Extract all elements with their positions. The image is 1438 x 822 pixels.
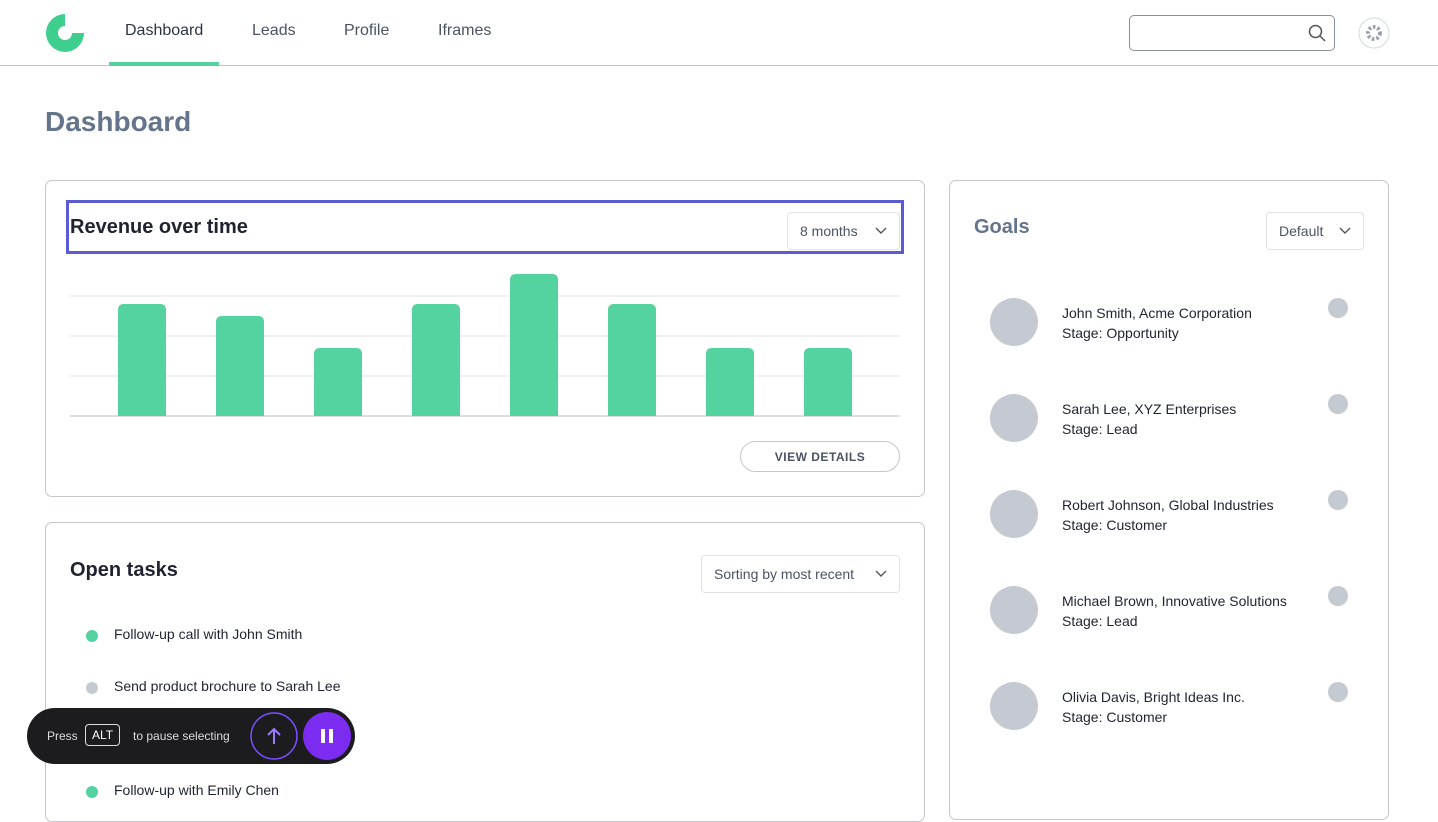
avatar: [990, 682, 1038, 730]
status-dot: [86, 786, 98, 798]
search-box[interactable]: [1129, 15, 1335, 51]
goal-stage: Stage: Opportunity: [1062, 325, 1179, 341]
task-label[interactable]: Send product brochure to Sarah Lee: [114, 678, 341, 694]
goal-name: Sarah Lee, XYZ Enterprises: [1062, 401, 1237, 417]
status-dot[interactable]: [1328, 682, 1348, 702]
bar: [216, 316, 264, 416]
task-label[interactable]: Follow-up with Emily Chen: [114, 782, 279, 798]
goal-stage: Stage: Lead: [1062, 421, 1138, 437]
goal-name: John Smith, Acme Corporation: [1062, 305, 1252, 321]
bar: [804, 348, 852, 416]
revenue-chart: [70, 274, 900, 417]
bar: [608, 304, 656, 416]
logo[interactable]: [44, 12, 86, 54]
select-label: Sorting by most recent: [714, 566, 855, 582]
status-dot: [86, 682, 98, 694]
goal-stage: Stage: Lead: [1062, 613, 1138, 629]
bar: [412, 304, 460, 416]
pause-button[interactable]: [303, 712, 351, 760]
active-underline: [109, 62, 219, 66]
status-dot[interactable]: [1328, 586, 1348, 606]
page-title: Dashboard: [45, 106, 192, 137]
avatar: [990, 490, 1038, 538]
toolbar-text: Press: [47, 729, 78, 743]
revenue-card: [45, 180, 925, 497]
status-dot: [86, 630, 98, 642]
avatar: [990, 586, 1038, 634]
settings-button[interactable]: [1358, 17, 1390, 49]
status-dot[interactable]: [1328, 298, 1348, 318]
goal-name: Michael Brown, Innovative Solutions: [1062, 593, 1287, 609]
goal-name: Olivia Davis, Bright Ideas Inc.: [1062, 689, 1245, 705]
nav-item[interactable]: Leads: [252, 22, 296, 39]
selection-highlight: [66, 200, 904, 254]
card-title: Revenue over time: [70, 216, 248, 238]
task-label[interactable]: Follow-up call with John Smith: [114, 626, 303, 642]
view-details-button[interactable]: VIEW DETAILS: [740, 441, 900, 472]
card-title: Goals: [974, 216, 1030, 238]
range-select[interactable]: 8 months: [787, 212, 900, 250]
tasks-card: [45, 522, 925, 822]
sort-select[interactable]: Sorting by most recent: [701, 555, 900, 593]
bar: [118, 304, 166, 416]
status-dot[interactable]: [1328, 490, 1348, 510]
up-button[interactable]: [250, 712, 298, 760]
selection-toolbar: Press ALT to pause selecting: [27, 708, 355, 764]
card-title: Open tasks: [70, 559, 178, 581]
nav-item[interactable]: Iframes: [438, 22, 492, 39]
key-badge: ALT: [85, 724, 121, 746]
goal-stage: Stage: Customer: [1062, 709, 1168, 725]
toolbar-text: to pause selecting: [133, 729, 230, 743]
goals-select[interactable]: Default: [1266, 212, 1364, 250]
goal-name: Robert Johnson, Global Industries: [1062, 497, 1274, 513]
select-label: Default: [1279, 223, 1324, 239]
nav-item[interactable]: Dashboard: [125, 22, 204, 39]
nav-item[interactable]: Profile: [344, 22, 390, 39]
bar: [510, 274, 558, 416]
header: Dashboard Leads Profile Iframes: [0, 0, 1438, 66]
bar: [706, 348, 754, 416]
status-dot[interactable]: [1328, 394, 1348, 414]
goal-stage: Stage: Customer: [1062, 517, 1168, 533]
select-label: 8 months: [800, 223, 858, 239]
avatar: [990, 298, 1038, 346]
bar: [314, 348, 362, 416]
avatar: [990, 394, 1038, 442]
